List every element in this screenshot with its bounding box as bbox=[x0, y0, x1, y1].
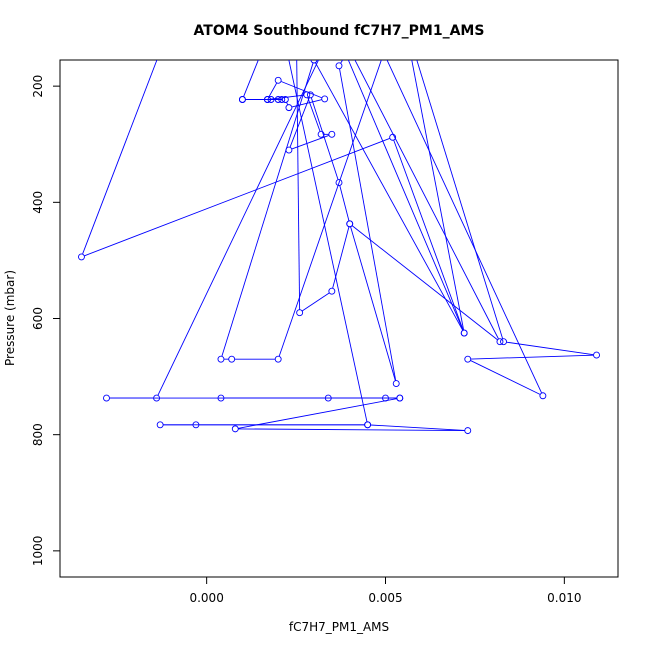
data-point bbox=[464, 355, 472, 363]
series-segment bbox=[370, 424, 465, 431]
data-point bbox=[278, 96, 286, 103]
data-point bbox=[274, 355, 282, 363]
y-tick-label: 200 bbox=[31, 75, 45, 98]
data-point bbox=[217, 355, 225, 363]
data-point bbox=[217, 394, 225, 402]
series-segment bbox=[315, 62, 464, 331]
data-point bbox=[103, 394, 110, 402]
series-segment bbox=[339, 68, 397, 381]
data-point bbox=[231, 425, 239, 433]
data-point bbox=[382, 394, 389, 402]
series-segment bbox=[280, 81, 322, 99]
x-axis: 0.000 0.005 0.010 bbox=[189, 576, 582, 605]
data-point bbox=[153, 394, 161, 402]
data-point bbox=[274, 76, 282, 84]
data-point bbox=[500, 338, 507, 346]
data-point bbox=[285, 146, 293, 154]
x-tick-label: 0.000 bbox=[189, 591, 223, 605]
series-segment bbox=[354, 60, 499, 340]
data-point bbox=[285, 104, 293, 112]
data-point bbox=[238, 96, 246, 103]
series-segment bbox=[157, 60, 320, 396]
data-point bbox=[335, 62, 343, 70]
y-tick-label: 400 bbox=[31, 191, 45, 214]
series-segment bbox=[506, 341, 594, 356]
data-point bbox=[267, 96, 275, 103]
series-segment bbox=[350, 226, 396, 381]
series-segment bbox=[302, 292, 330, 312]
series-segment bbox=[286, 102, 289, 105]
series-segment bbox=[296, 60, 301, 310]
series-segment bbox=[289, 97, 310, 148]
data-point bbox=[306, 91, 314, 99]
data-point bbox=[293, 2, 299, 8]
plot-frame bbox=[59, 59, 619, 578]
series-segment bbox=[278, 60, 382, 357]
data-point bbox=[310, 60, 318, 64]
data-point bbox=[175, 2, 181, 8]
data-point bbox=[324, 394, 332, 402]
series-segment bbox=[221, 62, 314, 357]
data-point bbox=[264, 96, 271, 103]
series-segment bbox=[470, 360, 541, 395]
series-segment bbox=[347, 60, 464, 331]
y-tick-label: 1000 bbox=[31, 536, 45, 567]
y-axis-label: Pressure (mbar) bbox=[3, 270, 17, 366]
y-tick-label: 800 bbox=[31, 423, 45, 446]
series-segment bbox=[268, 82, 278, 97]
series-segment bbox=[288, 60, 368, 422]
series-segment bbox=[416, 60, 504, 339]
data-point bbox=[228, 355, 236, 363]
data-point bbox=[346, 220, 354, 228]
series-segment bbox=[386, 60, 542, 394]
x-axis-label: fC7H7_PM1_AMS bbox=[289, 620, 389, 634]
data-point bbox=[335, 179, 343, 187]
data-point bbox=[328, 287, 336, 295]
data-point bbox=[192, 421, 200, 429]
data-point bbox=[389, 133, 397, 141]
data-point bbox=[400, 13, 406, 19]
data-point bbox=[317, 130, 325, 138]
series-segment bbox=[411, 60, 465, 330]
data-point bbox=[321, 95, 329, 103]
data-point bbox=[539, 392, 547, 400]
data-point bbox=[274, 96, 282, 103]
series-segment bbox=[84, 137, 390, 257]
data-point bbox=[392, 380, 400, 388]
y-tick-label: 600 bbox=[31, 307, 45, 330]
data-point bbox=[364, 421, 372, 429]
data-point bbox=[328, 130, 336, 138]
series-segment bbox=[82, 60, 158, 255]
chart-title: ATOM4 Southbound fC7H7_PM1_AMS bbox=[194, 23, 485, 39]
data-point bbox=[396, 394, 404, 402]
data-point bbox=[303, 91, 311, 99]
data-point bbox=[464, 427, 472, 435]
series-segment bbox=[238, 398, 397, 429]
plot-area bbox=[78, 2, 600, 435]
x-tick-label: 0.010 bbox=[547, 591, 581, 605]
data-point bbox=[296, 309, 304, 317]
data-point bbox=[593, 351, 600, 359]
data-point bbox=[156, 421, 164, 429]
x-tick-label: 0.005 bbox=[368, 591, 402, 605]
series-segment bbox=[470, 354, 594, 360]
data-point bbox=[460, 329, 468, 337]
series-segment bbox=[351, 225, 498, 341]
series-segment bbox=[310, 97, 339, 180]
data-point bbox=[281, 96, 289, 103]
data-point bbox=[275, 8, 281, 14]
series-segment bbox=[393, 140, 464, 331]
series-segment bbox=[332, 226, 350, 289]
y-axis: 200 400 600 800 1000 bbox=[31, 75, 61, 567]
series-segment bbox=[307, 97, 321, 132]
series-segment bbox=[243, 60, 259, 97]
series-segment bbox=[238, 428, 465, 432]
series-segment bbox=[291, 135, 329, 150]
series-segment bbox=[339, 185, 350, 221]
data-point bbox=[78, 253, 85, 261]
data-point bbox=[496, 338, 504, 346]
